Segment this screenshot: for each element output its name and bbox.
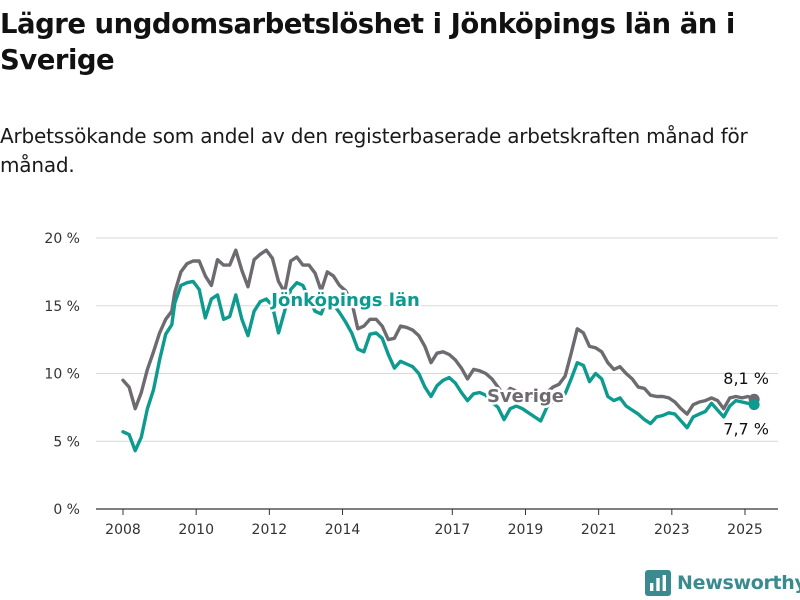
- y-tick-label: 20 %: [44, 231, 80, 247]
- x-tick-label: 2021: [581, 522, 617, 538]
- x-tick-label: 2014: [325, 522, 361, 538]
- series-label: Jönköpings län: [269, 290, 420, 311]
- end-point-marker: [748, 399, 760, 411]
- y-tick-label: 10 %: [44, 367, 80, 383]
- x-tick-label: 2025: [727, 522, 763, 538]
- brand-name: Newsworthy: [677, 572, 800, 594]
- end-value-label: 8,1 %: [723, 369, 769, 388]
- brand-logo: Newsworthy: [645, 568, 800, 598]
- bar-chart-logo-icon: [645, 570, 671, 596]
- x-tick-label: 2023: [654, 522, 690, 538]
- x-tick-label: 2012: [252, 522, 288, 538]
- y-tick-label: 15 %: [44, 299, 80, 315]
- series-label-halo: Jönköpings län: [269, 290, 420, 311]
- series-line-jonkoping: [121, 279, 756, 453]
- series-label-halo: Sverige: [487, 386, 564, 407]
- x-tick-label: 2010: [178, 522, 214, 538]
- x-tick-label: 2008: [105, 522, 141, 538]
- x-tick-label: 2019: [508, 522, 544, 538]
- end-value-label: 7,7 %: [723, 420, 769, 439]
- y-tick-label: 0 %: [53, 502, 80, 518]
- x-tick-label: 2017: [434, 522, 470, 538]
- series-line-sverige: [121, 248, 756, 416]
- chart-title: Lägre ungdomsarbetslöshet i Jönköpings l…: [0, 8, 735, 76]
- series-label: Sverige: [487, 386, 564, 407]
- y-tick-label: 5 %: [53, 434, 80, 450]
- chart-subtitle: Arbetssökande som andel av den registerb…: [0, 124, 748, 177]
